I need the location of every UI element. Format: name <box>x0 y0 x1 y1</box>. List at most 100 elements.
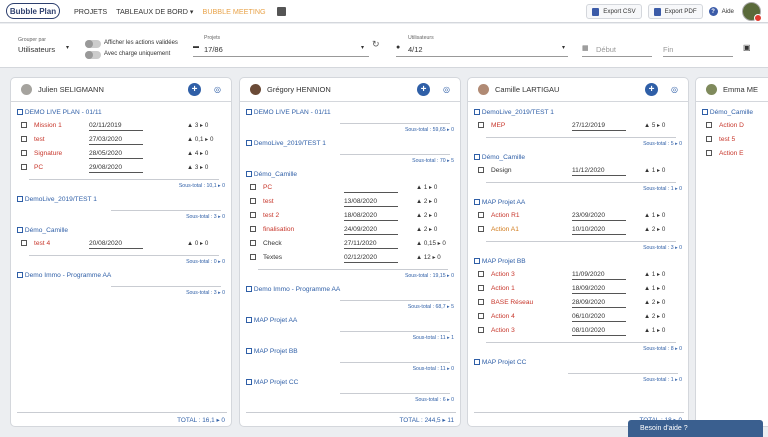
group-title[interactable]: Démo_Camille <box>17 227 68 234</box>
hide-eye-icon[interactable]: ◎ <box>443 85 450 94</box>
group-title[interactable]: Démo_Camille <box>246 171 297 178</box>
task-name[interactable]: Action R1 <box>491 212 520 219</box>
task-due-date[interactable]: 27/12/2019 <box>572 122 626 131</box>
task-due-date[interactable]: 24/09/2020 <box>344 226 398 235</box>
help-chat-button[interactable]: Besoin d'aide ? <box>628 420 763 437</box>
task-checkbox[interactable] <box>21 240 27 246</box>
expand-icon[interactable] <box>246 379 252 385</box>
task-name[interactable]: Design <box>491 167 512 174</box>
add-task-icon[interactable]: + <box>417 83 430 96</box>
task-due-date[interactable] <box>344 184 398 193</box>
task-name[interactable]: Action 4 <box>491 313 515 320</box>
task-name[interactable]: test 5 <box>719 136 736 143</box>
task-checkbox[interactable] <box>478 271 484 277</box>
nav-projects[interactable]: PROJETS <box>74 6 108 16</box>
task-name[interactable]: Action 3 <box>491 271 515 278</box>
task-due-date[interactable]: 02/11/2019 <box>89 122 143 131</box>
group-by-select[interactable]: Utilisateurs <box>18 45 56 54</box>
task-checkbox[interactable] <box>478 313 484 319</box>
task-name[interactable]: Action 1 <box>491 285 515 292</box>
task-checkbox[interactable] <box>250 240 256 246</box>
task-name[interactable]: Action D <box>719 122 744 129</box>
group-title[interactable]: Demo Immo - Programme AA <box>246 286 340 293</box>
task-name[interactable]: PC <box>34 164 44 171</box>
task-due-date[interactable]: 11/09/2020 <box>572 271 626 280</box>
task-due-date[interactable]: 29/08/2020 <box>89 164 143 173</box>
expand-icon[interactable] <box>246 109 252 115</box>
task-due-date[interactable]: 18/09/2020 <box>572 285 626 294</box>
task-name[interactable]: Mission 1 <box>34 122 62 129</box>
task-name[interactable]: BASE Réseau <box>491 299 534 306</box>
expand-icon[interactable] <box>246 140 252 146</box>
collapse-icon[interactable] <box>474 199 480 205</box>
group-title[interactable]: MAP Projet CC <box>474 359 526 366</box>
refresh-icon[interactable]: ↻ <box>372 39 380 49</box>
users-select[interactable]: 4/12 <box>408 45 423 54</box>
group-title[interactable]: MAP Projet BB <box>474 258 526 265</box>
task-due-date[interactable]: 27/11/2020 <box>344 240 398 249</box>
task-checkbox[interactable] <box>21 164 27 170</box>
group-title[interactable]: MAP Projet CC <box>246 379 298 386</box>
add-task-icon[interactable]: + <box>188 83 201 96</box>
save-icon[interactable] <box>276 6 286 16</box>
task-due-date[interactable]: 20/08/2020 <box>89 240 143 249</box>
task-due-date[interactable]: 27/03/2020 <box>89 136 143 145</box>
chevron-down-icon[interactable]: ▾ <box>562 45 566 51</box>
start-date-input[interactable]: Début <box>596 45 617 54</box>
task-checkbox[interactable] <box>21 136 27 142</box>
task-checkbox[interactable] <box>706 136 712 142</box>
projects-select[interactable]: 17/86 <box>204 45 223 54</box>
bubble-plan-logo[interactable]: Bubble Plan <box>6 3 60 19</box>
task-name[interactable]: test 2 <box>263 212 280 219</box>
nav-bubble-meeting[interactable]: BUBBLE MEETING <box>202 6 266 16</box>
task-checkbox[interactable] <box>706 122 712 128</box>
toggle-validated-actions[interactable] <box>85 40 101 48</box>
task-name[interactable]: test 4 <box>34 240 51 247</box>
end-date-input[interactable]: Fin <box>663 45 674 54</box>
task-name[interactable]: test <box>34 136 45 143</box>
expand-icon[interactable] <box>246 348 252 354</box>
task-due-date[interactable]: 13/08/2020 <box>344 198 398 207</box>
task-checkbox[interactable] <box>478 122 484 128</box>
expand-icon[interactable] <box>246 286 252 292</box>
task-checkbox[interactable] <box>21 122 27 128</box>
task-checkbox[interactable] <box>478 299 484 305</box>
task-name[interactable]: finalisation <box>263 226 295 233</box>
group-title[interactable]: DEMO LIVE PLAN - 01/11 <box>17 109 102 116</box>
collapse-icon[interactable] <box>17 227 23 233</box>
task-due-date[interactable]: 23/09/2020 <box>572 212 626 221</box>
task-due-date[interactable]: 28/09/2020 <box>572 299 626 308</box>
task-name[interactable]: Action A1 <box>491 226 519 233</box>
collapse-icon[interactable] <box>17 109 23 115</box>
task-checkbox[interactable] <box>250 254 256 260</box>
group-title[interactable]: DemoLive_2019/TEST 1 <box>474 109 554 116</box>
collapse-icon[interactable] <box>474 258 480 264</box>
expand-icon[interactable] <box>17 272 23 278</box>
task-name[interactable]: Textes <box>263 254 283 261</box>
collapse-icon[interactable] <box>246 171 252 177</box>
help-link[interactable]: ? Aide <box>708 7 734 16</box>
task-name[interactable]: Check <box>263 240 282 247</box>
group-title[interactable]: Demo Immo - Programme AA <box>17 272 111 279</box>
nav-dashboards[interactable]: TABLEAUX DE BORD ▾ <box>116 6 194 16</box>
collapse-icon[interactable] <box>474 109 480 115</box>
chevron-down-icon[interactable]: ▾ <box>66 45 70 51</box>
task-checkbox[interactable] <box>478 327 484 333</box>
task-due-date[interactable]: 28/05/2020 <box>89 150 143 159</box>
task-name[interactable]: Action E <box>719 150 744 157</box>
task-due-date[interactable]: 02/12/2020 <box>344 254 398 263</box>
group-title[interactable]: Démo_Camille <box>474 154 525 161</box>
collapse-icon[interactable] <box>702 109 708 115</box>
save-icon[interactable]: ▣ <box>743 43 751 52</box>
collapse-icon[interactable] <box>474 154 480 160</box>
task-checkbox[interactable] <box>21 150 27 156</box>
expand-icon[interactable] <box>17 196 23 202</box>
hide-eye-icon[interactable]: ◎ <box>671 85 678 94</box>
export-pdf-button[interactable]: Export PDF <box>647 4 703 19</box>
add-task-icon[interactable]: + <box>645 83 658 96</box>
task-name[interactable]: Action 3 <box>491 327 515 334</box>
task-checkbox[interactable] <box>478 285 484 291</box>
expand-icon[interactable] <box>246 317 252 323</box>
group-title[interactable]: DemoLive_2019/TEST 1 <box>246 140 326 147</box>
group-title[interactable]: DEMO LIVE PLAN - 01/11 <box>246 109 331 116</box>
